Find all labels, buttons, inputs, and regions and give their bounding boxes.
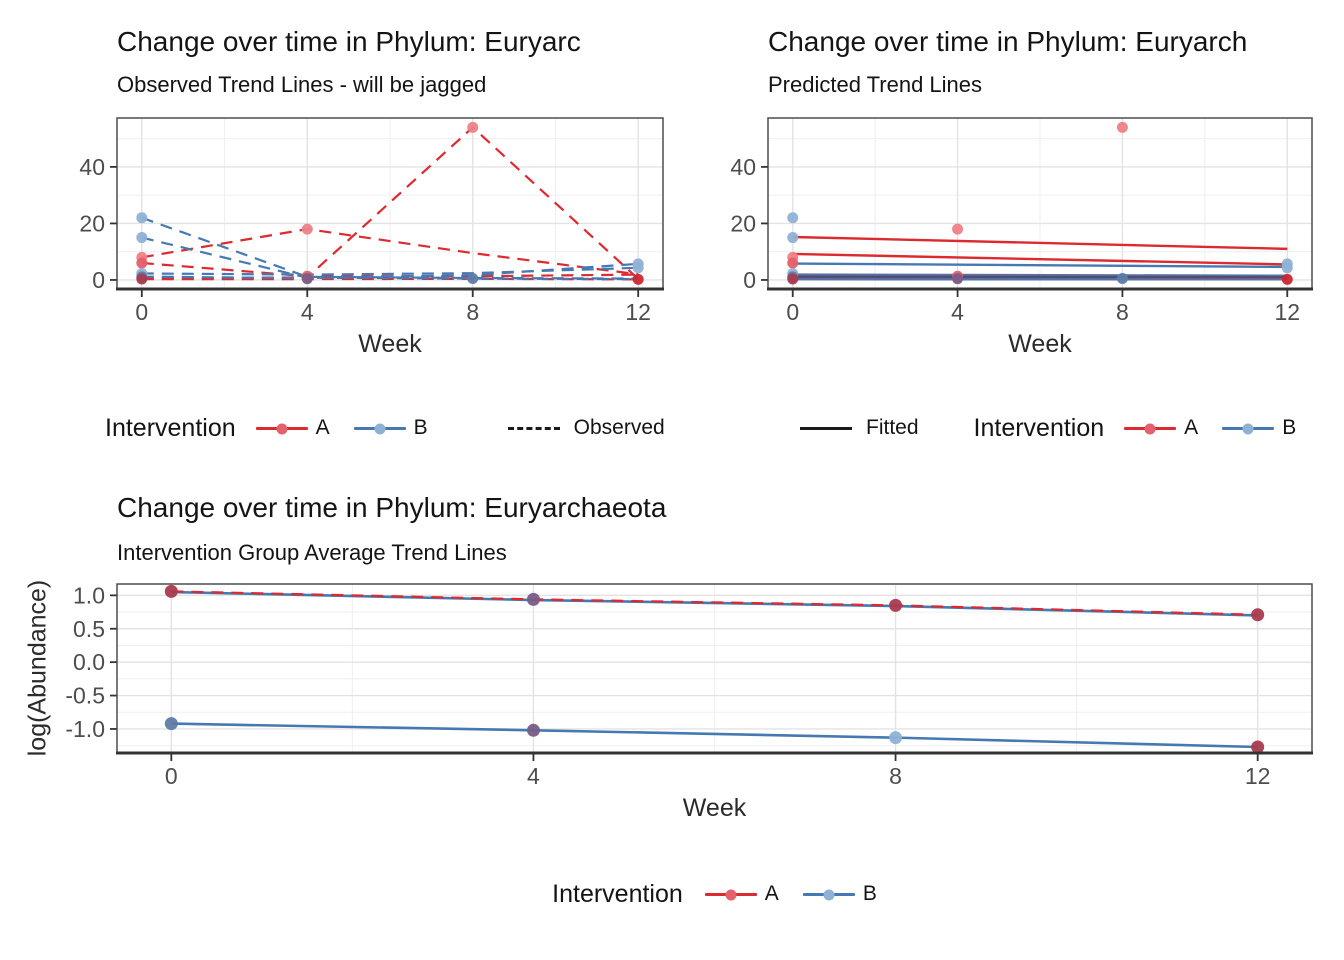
solid-line-icon xyxy=(800,426,852,430)
blue-dot-icon xyxy=(1242,423,1254,434)
svg-text:0: 0 xyxy=(135,299,148,325)
plot1-title: Change over time in Phylum: Euryarc xyxy=(117,26,581,57)
svg-text:12: 12 xyxy=(625,299,651,325)
legend-observed-title: Intervention xyxy=(105,413,236,442)
legend-fitted: Fitted Intervention A B xyxy=(800,410,1296,446)
plot3-y-axis-title: log(Abundance) xyxy=(23,579,52,757)
legend-fitted-title: Intervention xyxy=(973,413,1105,442)
legend-key-intervention-a xyxy=(1124,416,1177,440)
legend-label-a: A xyxy=(315,416,330,439)
dashed-line-icon xyxy=(507,426,560,430)
legend-key-intervention-a xyxy=(255,416,308,440)
legend-key-intervention-b xyxy=(802,882,855,906)
legend-label-fitted: Fitted xyxy=(866,416,919,439)
svg-text:12: 12 xyxy=(1274,299,1300,325)
svg-text:4: 4 xyxy=(301,299,314,325)
svg-text:1.0: 1.0 xyxy=(73,582,105,608)
legend-label-b: B xyxy=(413,416,428,439)
red-dot-icon xyxy=(276,423,288,434)
plot3-title: Change over time in Phylum: Euryarchaeot… xyxy=(117,492,667,523)
legend-key-intervention-a xyxy=(704,882,757,906)
svg-text:4: 4 xyxy=(951,299,964,325)
plot2-title: Change over time in Phylum: Euryarch xyxy=(768,26,1248,57)
svg-text:0.5: 0.5 xyxy=(73,616,105,642)
plot1-subtitle: Observed Trend Lines - will be jagged xyxy=(117,72,487,97)
legend-key-intervention-b xyxy=(353,416,406,440)
svg-text:8: 8 xyxy=(466,299,479,325)
legend-average: Intervention A B xyxy=(117,876,1312,912)
plot3-x-axis-title: Week xyxy=(682,794,747,822)
blue-dot-icon xyxy=(374,423,386,434)
svg-text:0.0: 0.0 xyxy=(73,649,105,675)
legend-label-a: A xyxy=(1184,416,1199,439)
svg-text:20: 20 xyxy=(730,210,756,236)
svg-text:40: 40 xyxy=(730,154,756,180)
plot1-x-axis-title: Week xyxy=(358,330,422,358)
legend-key-intervention-b xyxy=(1222,416,1275,440)
red-dot-icon xyxy=(1144,423,1156,434)
legend-label-a: A xyxy=(764,882,779,905)
legend-label-observed: Observed xyxy=(573,416,665,439)
svg-text:0: 0 xyxy=(786,299,799,325)
svg-text:8: 8 xyxy=(1116,299,1129,325)
red-dot-icon xyxy=(725,889,737,900)
blue-dot-icon xyxy=(823,889,835,900)
legend-observed: Intervention A B Observed xyxy=(105,410,665,446)
legend-label-b: B xyxy=(1282,416,1297,439)
svg-text:0: 0 xyxy=(165,763,178,789)
svg-text:4: 4 xyxy=(527,763,540,789)
svg-text:-1.0: -1.0 xyxy=(65,716,105,742)
legend-average-title: Intervention xyxy=(552,879,683,908)
svg-text:0: 0 xyxy=(743,267,756,293)
svg-text:40: 40 xyxy=(79,154,105,180)
svg-text:8: 8 xyxy=(889,763,902,789)
plot2-subtitle: Predicted Trend Lines xyxy=(768,72,983,97)
svg-text:20: 20 xyxy=(79,210,105,236)
legend-label-b: B xyxy=(862,882,877,905)
svg-text:0: 0 xyxy=(92,267,105,293)
plot3-subtitle: Intervention Group Average Trend Lines xyxy=(117,540,507,565)
svg-text:-0.5: -0.5 xyxy=(65,683,105,709)
plot2-x-axis-title: Week xyxy=(1008,330,1072,358)
svg-text:12: 12 xyxy=(1245,763,1271,789)
